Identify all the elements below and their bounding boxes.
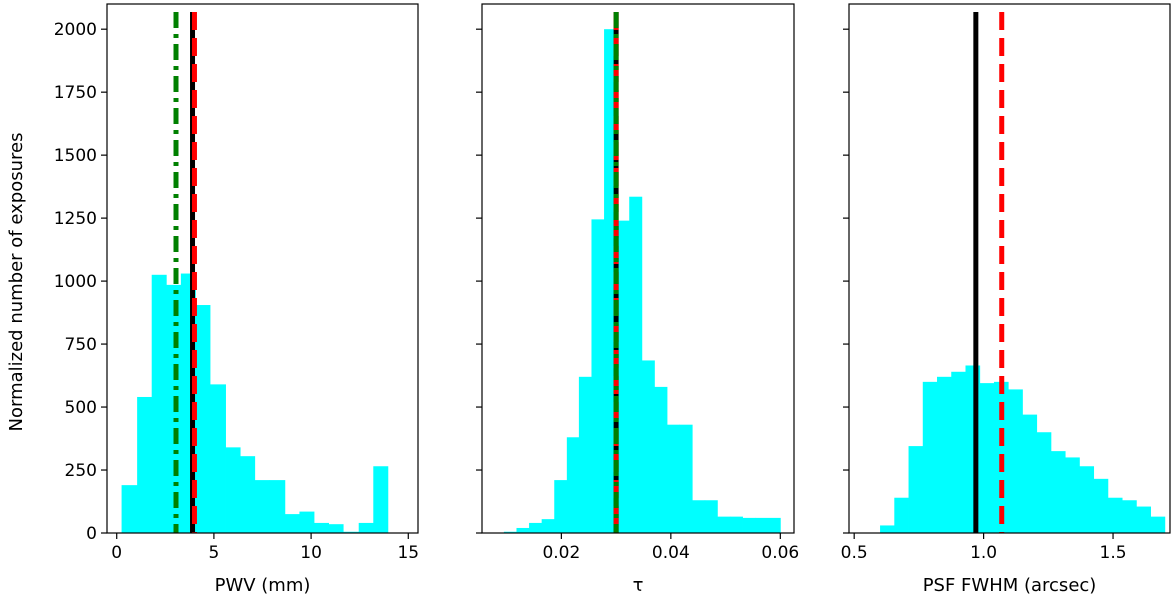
histogram-bar — [679, 424, 693, 533]
y-tick-label: 0 — [86, 524, 97, 544]
y-tick-label: 250 — [65, 461, 97, 481]
histogram-bar — [729, 516, 743, 533]
x-tick-label: 0.5 — [841, 543, 868, 563]
x-tick-label: 1.0 — [970, 543, 997, 563]
histogram-bar — [629, 196, 643, 533]
y-tick-label: 750 — [65, 335, 97, 355]
histogram-bar — [1150, 516, 1166, 533]
histogram-bar — [1065, 457, 1080, 533]
histogram-bar — [343, 531, 360, 533]
histogram-bar — [121, 485, 138, 533]
histogram-bar — [979, 383, 995, 533]
histogram-bar — [269, 480, 286, 533]
histogram-bar — [922, 381, 938, 533]
histogram-bar — [151, 274, 167, 533]
x-axis-label: PWV (mm) — [215, 575, 311, 596]
x-axis-label: τ — [633, 575, 644, 596]
x-tick-label: 0.02 — [542, 543, 580, 563]
y-tick-label: 1500 — [54, 146, 97, 166]
histogram-bar — [616, 220, 630, 533]
histogram-bar — [195, 305, 211, 533]
histogram-bar — [1093, 478, 1109, 533]
histogram-bar — [951, 371, 966, 533]
x-tick-label: 0.04 — [652, 543, 690, 563]
x-tick-label: 5 — [208, 543, 219, 563]
histogram-bar — [284, 514, 300, 533]
plot-frame — [106, 3, 419, 534]
histogram-bar — [137, 396, 153, 533]
x-tick-label: 15 — [397, 543, 419, 563]
histogram-bar — [717, 516, 731, 533]
x-axis-label: PSF FWHM (arcsec) — [923, 575, 1097, 596]
histogram-bar — [328, 524, 344, 533]
plot-frame — [481, 3, 795, 534]
histogram-bar — [516, 527, 530, 533]
plot-frame — [848, 3, 1171, 534]
x-tick-label: 10 — [300, 543, 322, 563]
histogram-bar — [742, 517, 756, 533]
histogram-bar — [692, 500, 706, 533]
histogram-bar — [1050, 451, 1066, 533]
histogram-bar — [529, 522, 543, 533]
histogram-bar — [225, 447, 241, 533]
y-tick-label: 1250 — [54, 209, 97, 229]
y-tick-label: 1750 — [54, 83, 97, 103]
histogram-bar — [654, 386, 668, 533]
histogram-bar — [641, 360, 655, 533]
histogram-bar — [1122, 500, 1137, 533]
histogram-bar — [254, 480, 270, 533]
histogram-bar — [1079, 466, 1095, 533]
histogram-bar — [880, 525, 895, 533]
histogram-bar — [373, 466, 389, 533]
x-tick-label: 1.5 — [1100, 543, 1127, 563]
histogram-bar — [541, 519, 555, 533]
histogram-bar — [1136, 506, 1151, 533]
histogram-bar — [704, 500, 718, 533]
histogram-bar — [667, 424, 680, 533]
y-tick-label: 2000 — [54, 20, 97, 40]
histogram-bar — [755, 517, 781, 533]
y-tick-label: 1000 — [54, 272, 97, 292]
histogram-bar — [591, 219, 605, 533]
histogram-bar — [240, 456, 256, 533]
histogram-panel-1: 0 5 10 15 0 250 500 750 1000 1250 1500 1750 2000 PWV … — [54, 3, 419, 596]
histogram-bar — [566, 437, 580, 533]
histogram-bar — [314, 522, 329, 533]
x-tick-label: 0.06 — [761, 543, 799, 563]
histogram-bar — [503, 531, 517, 533]
histogram-bar — [554, 480, 568, 533]
histogram-bar — [908, 446, 924, 533]
histogram-bar — [358, 522, 374, 533]
histogram-bar — [937, 376, 952, 533]
y-axis-label: Normalized number of exposures — [6, 133, 27, 432]
histogram-bar — [578, 376, 592, 533]
histogram-bar — [299, 511, 315, 533]
histogram-bar — [1107, 497, 1123, 533]
histogram-bar — [1036, 432, 1052, 533]
histogram-bar — [894, 497, 909, 533]
histogram-panel-2: 0.02 0.04 0.06 τ — [476, 3, 799, 596]
histogram-bar — [1008, 389, 1023, 533]
y-tick-label: 500 — [65, 398, 97, 418]
x-tick-label: 0 — [111, 543, 122, 563]
histogram-bar — [210, 384, 226, 533]
histogram-bar — [1022, 414, 1038, 533]
